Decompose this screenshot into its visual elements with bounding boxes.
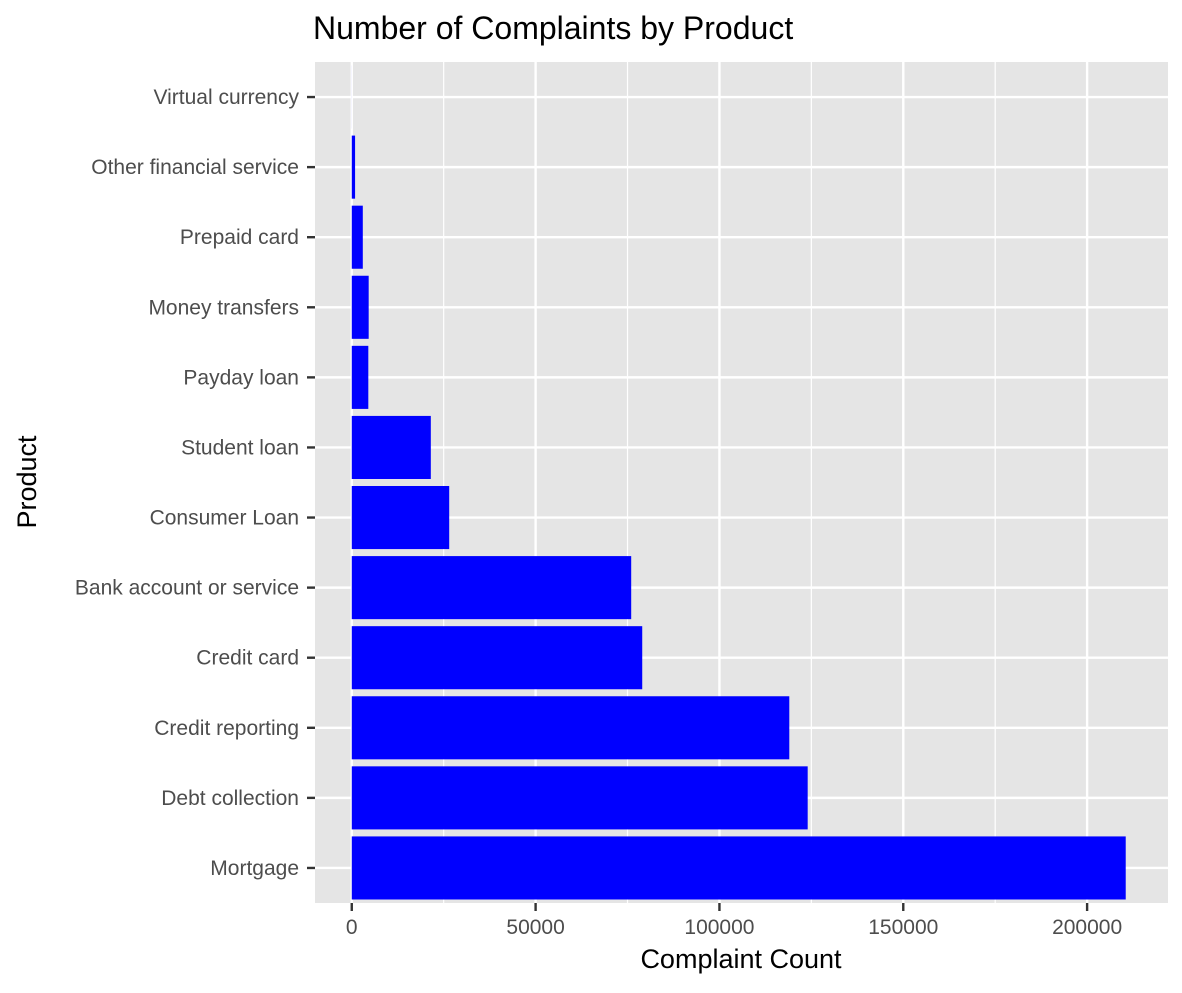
x-axis: 0 50000 100000 150000 200000 [346,903,1122,939]
y-tick-label: Other financial service [91,156,299,179]
x-tick-label: 150000 [868,916,938,939]
bar [352,416,431,479]
y-tick-label: Debt collection [161,787,299,810]
bar [352,836,1126,899]
y-tick-label: Money transfers [148,296,299,319]
bar [352,696,790,759]
y-tick-label: Prepaid card [180,226,299,249]
x-tick-label: 0 [346,916,358,939]
y-tick-label: Mortgage [210,857,299,880]
bar [352,626,642,689]
x-tick-label: 50000 [506,916,564,939]
bar [352,766,808,829]
x-axis-title: Complaint Count [640,944,842,974]
y-tick-label: Credit reporting [154,717,299,740]
y-tick-label: Student loan [181,436,299,459]
y-tick-label: Virtual currency [153,86,299,109]
bar [352,486,449,549]
y-tick-label: Payday loan [183,366,299,389]
bar [352,206,363,269]
chart-title: Number of Complaints by Product [313,10,793,46]
y-tick-label: Consumer Loan [150,507,299,530]
y-axis: Mortgage Debt collection Credit reporting C… [75,86,315,880]
y-tick-label: Credit card [196,647,299,670]
bar [352,556,631,619]
bar [352,346,369,409]
y-axis-title: Product [12,435,42,529]
y-tick-label: Bank account or service [75,577,299,600]
bar [352,136,355,199]
x-tick-label: 100000 [684,916,754,939]
x-tick-label: 200000 [1052,916,1122,939]
bar [352,276,369,339]
